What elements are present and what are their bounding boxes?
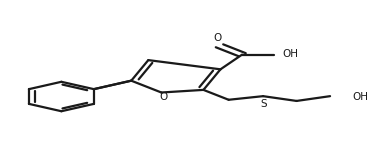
- Text: OH: OH: [352, 92, 368, 102]
- Text: O: O: [214, 33, 222, 43]
- Text: OH: OH: [282, 49, 298, 59]
- Text: O: O: [159, 92, 167, 102]
- Text: S: S: [260, 99, 267, 109]
